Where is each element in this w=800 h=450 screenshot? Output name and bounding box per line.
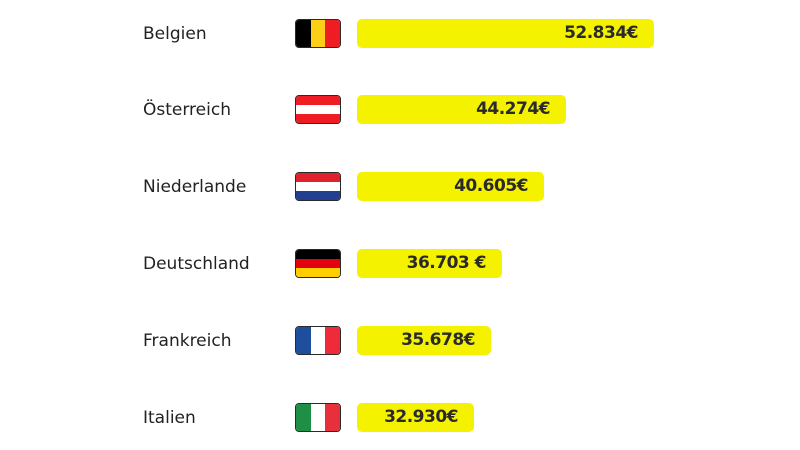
france-flag-icon xyxy=(295,326,341,355)
country-label: Österreich xyxy=(143,100,231,120)
chart-row-belgium: Belgien 52.834€ xyxy=(0,19,800,49)
germany-flag-icon xyxy=(295,249,341,278)
country-label: Deutschland xyxy=(143,254,250,274)
value-bar: 35.678€ xyxy=(357,326,491,355)
country-label: Niederlande xyxy=(143,177,247,197)
belgium-flag-icon xyxy=(295,19,341,48)
chart-row-france: Frankreich 35.678€ xyxy=(0,326,800,356)
value-bar: 44.274€ xyxy=(357,95,566,124)
country-label: Italien xyxy=(143,408,196,428)
value-bar: 52.834€ xyxy=(357,19,654,48)
austria-flag-icon xyxy=(295,95,341,124)
chart-row-netherlands: Niederlande 40.605€ xyxy=(0,172,800,202)
value-bar: 40.605€ xyxy=(357,172,544,201)
chart-row-italy: Italien 32.930€ xyxy=(0,403,800,433)
value-bar: 36.703 € xyxy=(357,249,502,278)
value-bar: 32.930€ xyxy=(357,403,474,432)
netherlands-flag-icon xyxy=(295,172,341,201)
chart-row-austria: Österreich 44.274€ xyxy=(0,95,800,125)
chart-row-germany: Deutschland 36.703 € xyxy=(0,249,800,279)
country-label: Belgien xyxy=(143,24,207,44)
country-label: Frankreich xyxy=(143,331,232,351)
italy-flag-icon xyxy=(295,403,341,432)
